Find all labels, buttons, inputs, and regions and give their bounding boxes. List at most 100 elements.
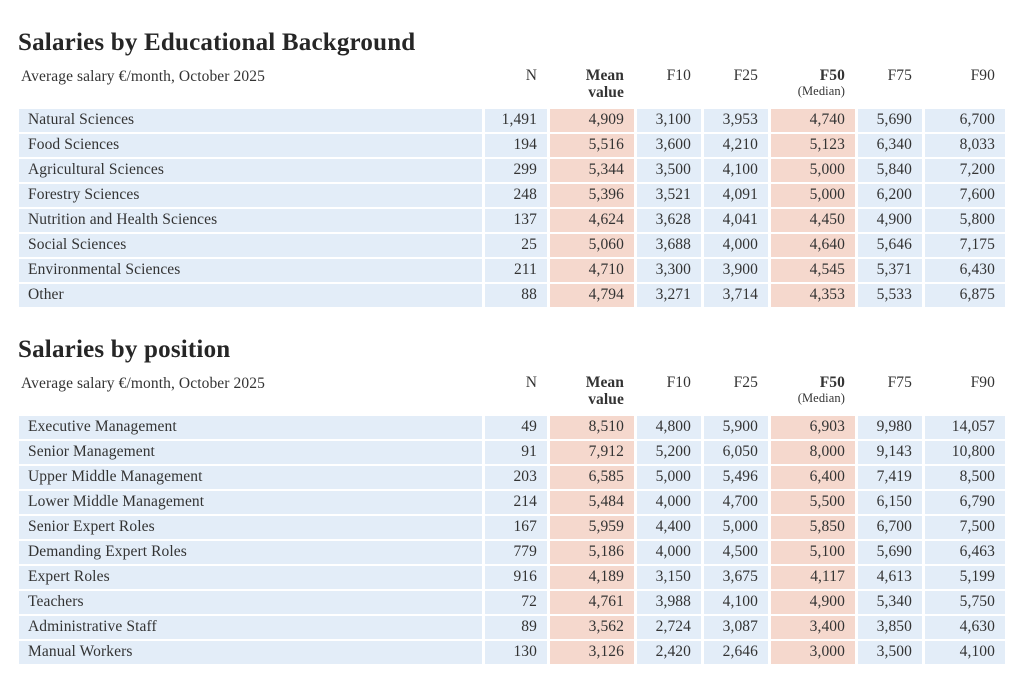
cell-f25: 4,210 <box>704 133 768 157</box>
cell-mean: 4,909 <box>550 108 634 132</box>
cell-f25: 3,087 <box>704 615 768 639</box>
cell-f90: 8,033 <box>925 133 1005 157</box>
row-label: Nutrition and Health Sciences <box>19 208 482 232</box>
cell-f10: 5,000 <box>637 465 701 489</box>
cell-f25: 6,050 <box>704 440 768 464</box>
column-header-f75: F75 <box>858 374 922 414</box>
row-label: Senior Expert Roles <box>19 515 482 539</box>
cell-n: 137 <box>485 208 547 232</box>
cell-f50: 5,500 <box>771 490 855 514</box>
cell-f10: 3,988 <box>637 590 701 614</box>
salary-report-page: Salaries by Educational Background Avera… <box>0 29 1024 666</box>
cell-n: 203 <box>485 465 547 489</box>
cell-f25: 5,496 <box>704 465 768 489</box>
cell-f90: 6,875 <box>925 283 1005 307</box>
cell-f50: 4,353 <box>771 283 855 307</box>
cell-f10: 4,400 <box>637 515 701 539</box>
table-row-forestry-sciences: Forestry Sciences 248 5,396 3,521 4,091 5,000… <box>19 183 1005 207</box>
cell-f75: 5,840 <box>858 158 922 182</box>
column-header-f50: F50 (Median) <box>771 374 855 414</box>
table-row-expert-roles: Expert Roles 916 4,189 3,150 3,675 4,117 4,613… <box>19 565 1005 589</box>
cell-f50: 3,400 <box>771 615 855 639</box>
row-label: Demanding Expert Roles <box>19 540 482 564</box>
table-header-row: Average salary €/month, October 2025 N Mea… <box>19 374 1005 414</box>
cell-mean: 5,344 <box>550 158 634 182</box>
table-row-social-sciences: Social Sciences 25 5,060 3,688 4,000 4,640 5,6… <box>19 233 1005 257</box>
row-label: Environmental Sciences <box>19 258 482 282</box>
column-header-n: N <box>485 67 547 107</box>
cell-mean: 5,484 <box>550 490 634 514</box>
cell-mean: 5,959 <box>550 515 634 539</box>
table-row-other: Other 88 4,794 3,271 3,714 4,353 5,533 6,875 <box>19 283 1005 307</box>
column-header-label: Mean <box>585 373 624 391</box>
cell-f90: 4,100 <box>925 640 1005 664</box>
cell-n: 88 <box>485 283 547 307</box>
cell-f10: 3,628 <box>637 208 701 232</box>
cell-mean: 7,912 <box>550 440 634 464</box>
cell-f50: 4,545 <box>771 258 855 282</box>
table-row-administrative-staff: Administrative Staff 89 3,562 2,724 3,087 3,4… <box>19 615 1005 639</box>
cell-f75: 5,371 <box>858 258 922 282</box>
column-header-f75: F75 <box>858 67 922 107</box>
cell-mean: 4,624 <box>550 208 634 232</box>
column-header-f10: F10 <box>637 374 701 414</box>
cell-f25: 4,500 <box>704 540 768 564</box>
row-label: Executive Management <box>19 415 482 439</box>
cell-f10: 3,521 <box>637 183 701 207</box>
cell-f25: 3,953 <box>704 108 768 132</box>
cell-f75: 5,690 <box>858 540 922 564</box>
column-header-label: F25 <box>733 373 758 391</box>
cell-f25: 3,714 <box>704 283 768 307</box>
cell-f75: 6,340 <box>858 133 922 157</box>
cell-f10: 3,271 <box>637 283 701 307</box>
cell-mean: 6,585 <box>550 465 634 489</box>
cell-n: 25 <box>485 233 547 257</box>
cell-f50: 6,903 <box>771 415 855 439</box>
cell-f50: 5,000 <box>771 158 855 182</box>
cell-f90: 8,500 <box>925 465 1005 489</box>
cell-f50: 4,117 <box>771 565 855 589</box>
salary-table: Average salary €/month, October 2025 N Mea… <box>16 65 1008 309</box>
column-header-label: F90 <box>970 66 995 84</box>
cell-f75: 3,850 <box>858 615 922 639</box>
row-label: Agricultural Sciences <box>19 158 482 182</box>
column-header-n: N <box>485 374 547 414</box>
cell-f25: 3,900 <box>704 258 768 282</box>
cell-f50: 4,640 <box>771 233 855 257</box>
column-header-subline: value <box>588 84 624 102</box>
cell-f90: 5,750 <box>925 590 1005 614</box>
cell-f90: 6,463 <box>925 540 1005 564</box>
cell-f75: 6,150 <box>858 490 922 514</box>
column-header-label: N <box>525 373 537 391</box>
cell-f50: 3,000 <box>771 640 855 664</box>
column-header-label: F50 <box>819 66 845 84</box>
table-section-salaries-by-educational-background: Salaries by Educational Background Avera… <box>16 29 1008 309</box>
cell-f75: 4,900 <box>858 208 922 232</box>
table-row-upper-middle-management: Upper Middle Management 203 6,585 5,000 5,49… <box>19 465 1005 489</box>
cell-mean: 4,710 <box>550 258 634 282</box>
row-label: Upper Middle Management <box>19 465 482 489</box>
column-header-f25: F25 <box>704 374 768 414</box>
table-row-demanding-expert-roles: Demanding Expert Roles 779 5,186 4,000 4,500… <box>19 540 1005 564</box>
cell-f90: 6,790 <box>925 490 1005 514</box>
cell-f50: 4,450 <box>771 208 855 232</box>
column-header-label: N <box>525 66 537 84</box>
cell-f10: 4,800 <box>637 415 701 439</box>
table-row-manual-workers: Manual Workers 130 3,126 2,420 2,646 3,000 3,5… <box>19 640 1005 664</box>
cell-f90: 14,057 <box>925 415 1005 439</box>
cell-n: 130 <box>485 640 547 664</box>
cell-n: 299 <box>485 158 547 182</box>
cell-mean: 5,396 <box>550 183 634 207</box>
cell-f10: 3,600 <box>637 133 701 157</box>
cell-n: 248 <box>485 183 547 207</box>
cell-f10: 3,150 <box>637 565 701 589</box>
table-row-nutrition-and-health-sciences: Nutrition and Health Sciences 137 4,624 3,6… <box>19 208 1005 232</box>
column-header-f25: F25 <box>704 67 768 107</box>
column-header-subline: value <box>588 391 624 409</box>
column-header-label: Mean <box>585 66 624 84</box>
cell-f90: 4,630 <box>925 615 1005 639</box>
column-header-label: F90 <box>970 373 995 391</box>
cell-n: 72 <box>485 590 547 614</box>
cell-f75: 7,419 <box>858 465 922 489</box>
cell-f25: 4,000 <box>704 233 768 257</box>
